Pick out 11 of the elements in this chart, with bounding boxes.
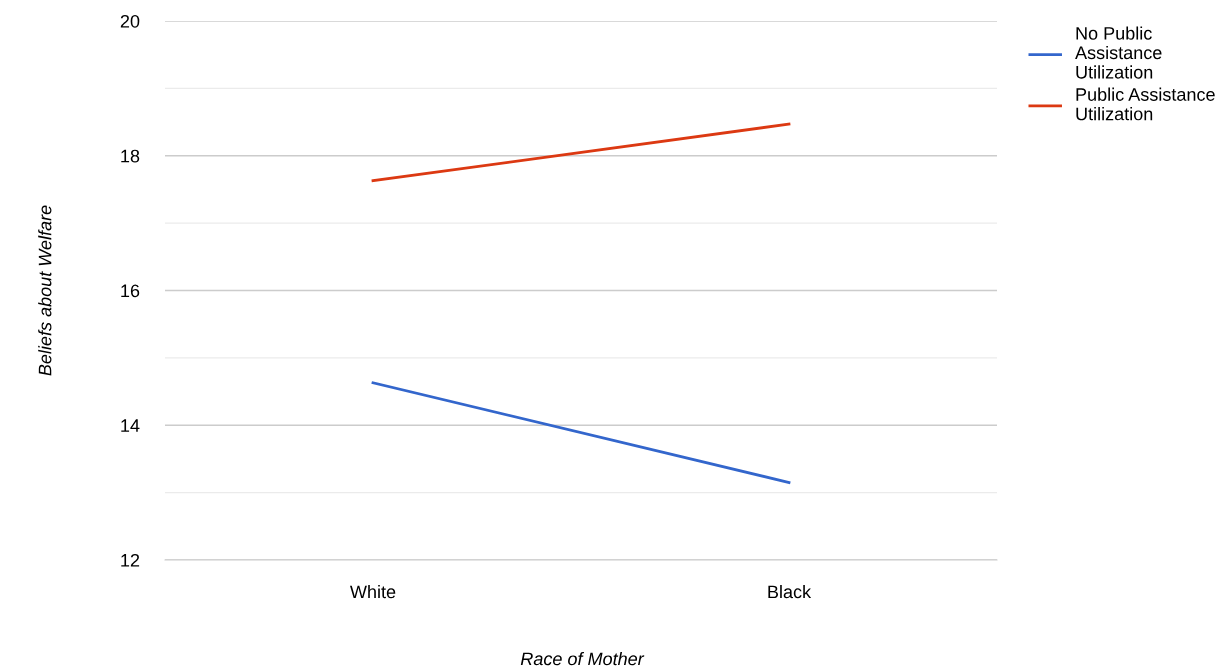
y-tick-label: 16: [121, 284, 140, 298]
y-tick-label: 18: [121, 149, 140, 163]
x-tick-label: Black: [768, 585, 812, 599]
x-axis-title: Race of Mother: [520, 652, 645, 666]
x-tick-label: White: [350, 585, 396, 599]
y-tick-label: 20: [120, 14, 140, 28]
legend-label: Public Assistance Utilization: [1076, 87, 1215, 121]
y-axis-title: Beliefs about Welfare: [38, 205, 52, 376]
y-tick-label: 12: [121, 553, 140, 567]
legend-label: No Public Assistance Utilization: [1075, 26, 1162, 79]
y-tick-label: 14: [121, 419, 140, 432]
